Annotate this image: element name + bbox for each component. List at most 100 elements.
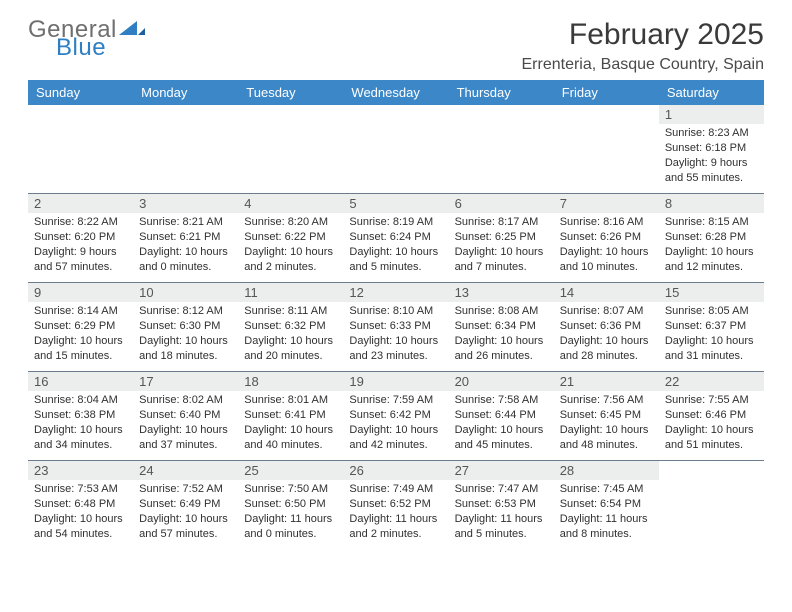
day-cell: 7Sunrise: 8:16 AMSunset: 6:26 PMDaylight… xyxy=(554,194,659,282)
day-cell-empty xyxy=(238,105,343,193)
day-cell: 20Sunrise: 7:58 AMSunset: 6:44 PMDayligh… xyxy=(449,372,554,460)
daylight-text: Daylight: 10 hours and 12 minutes. xyxy=(665,245,758,275)
day-cell: 8Sunrise: 8:15 AMSunset: 6:28 PMDaylight… xyxy=(659,194,764,282)
day-cell: 15Sunrise: 8:05 AMSunset: 6:37 PMDayligh… xyxy=(659,283,764,371)
day-cell: 25Sunrise: 7:50 AMSunset: 6:50 PMDayligh… xyxy=(238,461,343,549)
day-details: Sunrise: 8:04 AMSunset: 6:38 PMDaylight:… xyxy=(28,391,133,456)
day-cell-empty xyxy=(133,105,238,193)
title-block: February 2025 Errenteria, Basque Country… xyxy=(522,18,765,74)
week-row: 2Sunrise: 8:22 AMSunset: 6:20 PMDaylight… xyxy=(28,193,764,282)
day-cell: 2Sunrise: 8:22 AMSunset: 6:20 PMDaylight… xyxy=(28,194,133,282)
sunrise-text: Sunrise: 8:05 AM xyxy=(665,304,758,319)
day-cell: 5Sunrise: 8:19 AMSunset: 6:24 PMDaylight… xyxy=(343,194,448,282)
calendar-page: General Blue February 2025 Errenteria, B… xyxy=(0,0,792,559)
sunrise-text: Sunrise: 7:45 AM xyxy=(560,482,653,497)
day-number: 2 xyxy=(28,194,133,213)
daylight-text: Daylight: 10 hours and 37 minutes. xyxy=(139,423,232,453)
day-details: Sunrise: 8:15 AMSunset: 6:28 PMDaylight:… xyxy=(659,213,764,278)
day-details: Sunrise: 8:20 AMSunset: 6:22 PMDaylight:… xyxy=(238,213,343,278)
day-cell: 16Sunrise: 8:04 AMSunset: 6:38 PMDayligh… xyxy=(28,372,133,460)
day-number xyxy=(659,461,764,465)
daylight-text: Daylight: 10 hours and 26 minutes. xyxy=(455,334,548,364)
day-number: 28 xyxy=(554,461,659,480)
day-cell-empty xyxy=(343,105,448,193)
day-details: Sunrise: 7:47 AMSunset: 6:53 PMDaylight:… xyxy=(449,480,554,545)
day-details: Sunrise: 7:58 AMSunset: 6:44 PMDaylight:… xyxy=(449,391,554,456)
day-number: 1 xyxy=(659,105,764,124)
sunrise-text: Sunrise: 8:01 AM xyxy=(244,393,337,408)
sunrise-text: Sunrise: 8:23 AM xyxy=(665,126,758,141)
daylight-text: Daylight: 10 hours and 45 minutes. xyxy=(455,423,548,453)
daylight-text: Daylight: 10 hours and 31 minutes. xyxy=(665,334,758,364)
day-details: Sunrise: 7:55 AMSunset: 6:46 PMDaylight:… xyxy=(659,391,764,456)
day-details: Sunrise: 7:50 AMSunset: 6:50 PMDaylight:… xyxy=(238,480,343,545)
sunset-text: Sunset: 6:53 PM xyxy=(455,497,548,512)
day-details: Sunrise: 8:10 AMSunset: 6:33 PMDaylight:… xyxy=(343,302,448,367)
day-number: 5 xyxy=(343,194,448,213)
sunrise-text: Sunrise: 8:17 AM xyxy=(455,215,548,230)
day-cell: 6Sunrise: 8:17 AMSunset: 6:25 PMDaylight… xyxy=(449,194,554,282)
day-details: Sunrise: 8:08 AMSunset: 6:34 PMDaylight:… xyxy=(449,302,554,367)
weekday-header: Sunday xyxy=(28,80,133,105)
sunset-text: Sunset: 6:34 PM xyxy=(455,319,548,334)
sunset-text: Sunset: 6:25 PM xyxy=(455,230,548,245)
daylight-text: Daylight: 10 hours and 23 minutes. xyxy=(349,334,442,364)
day-number: 20 xyxy=(449,372,554,391)
sunrise-text: Sunrise: 8:08 AM xyxy=(455,304,548,319)
sunset-text: Sunset: 6:38 PM xyxy=(34,408,127,423)
weekday-header-row: Sunday Monday Tuesday Wednesday Thursday… xyxy=(28,80,764,105)
day-cell-empty xyxy=(449,105,554,193)
sunrise-text: Sunrise: 8:12 AM xyxy=(139,304,232,319)
sunset-text: Sunset: 6:33 PM xyxy=(349,319,442,334)
day-cell: 1Sunrise: 8:23 AMSunset: 6:18 PMDaylight… xyxy=(659,105,764,193)
daylight-text: Daylight: 10 hours and 51 minutes. xyxy=(665,423,758,453)
day-number: 13 xyxy=(449,283,554,302)
sunrise-text: Sunrise: 8:22 AM xyxy=(34,215,127,230)
daylight-text: Daylight: 10 hours and 18 minutes. xyxy=(139,334,232,364)
day-number: 24 xyxy=(133,461,238,480)
sunset-text: Sunset: 6:28 PM xyxy=(665,230,758,245)
sunrise-text: Sunrise: 8:16 AM xyxy=(560,215,653,230)
day-cell: 13Sunrise: 8:08 AMSunset: 6:34 PMDayligh… xyxy=(449,283,554,371)
sunrise-text: Sunrise: 7:55 AM xyxy=(665,393,758,408)
day-number: 16 xyxy=(28,372,133,391)
day-number: 7 xyxy=(554,194,659,213)
daylight-text: Daylight: 10 hours and 34 minutes. xyxy=(34,423,127,453)
calendar-grid: Sunday Monday Tuesday Wednesday Thursday… xyxy=(28,80,764,549)
sunset-text: Sunset: 6:50 PM xyxy=(244,497,337,512)
sunrise-text: Sunrise: 8:04 AM xyxy=(34,393,127,408)
sunset-text: Sunset: 6:22 PM xyxy=(244,230,337,245)
day-details: Sunrise: 7:56 AMSunset: 6:45 PMDaylight:… xyxy=(554,391,659,456)
daylight-text: Daylight: 9 hours and 57 minutes. xyxy=(34,245,127,275)
day-cell: 14Sunrise: 8:07 AMSunset: 6:36 PMDayligh… xyxy=(554,283,659,371)
sunrise-text: Sunrise: 7:49 AM xyxy=(349,482,442,497)
sunrise-text: Sunrise: 7:47 AM xyxy=(455,482,548,497)
daylight-text: Daylight: 11 hours and 0 minutes. xyxy=(244,512,337,542)
daylight-text: Daylight: 10 hours and 57 minutes. xyxy=(139,512,232,542)
weeks-container: 1Sunrise: 8:23 AMSunset: 6:18 PMDaylight… xyxy=(28,105,764,549)
daylight-text: Daylight: 10 hours and 40 minutes. xyxy=(244,423,337,453)
day-details: Sunrise: 8:05 AMSunset: 6:37 PMDaylight:… xyxy=(659,302,764,367)
day-details: Sunrise: 8:17 AMSunset: 6:25 PMDaylight:… xyxy=(449,213,554,278)
day-number: 21 xyxy=(554,372,659,391)
day-number: 26 xyxy=(343,461,448,480)
day-cell: 22Sunrise: 7:55 AMSunset: 6:46 PMDayligh… xyxy=(659,372,764,460)
sunset-text: Sunset: 6:29 PM xyxy=(34,319,127,334)
day-details: Sunrise: 7:49 AMSunset: 6:52 PMDaylight:… xyxy=(343,480,448,545)
day-number: 3 xyxy=(133,194,238,213)
day-cell: 4Sunrise: 8:20 AMSunset: 6:22 PMDaylight… xyxy=(238,194,343,282)
week-row: 9Sunrise: 8:14 AMSunset: 6:29 PMDaylight… xyxy=(28,282,764,371)
day-details: Sunrise: 8:22 AMSunset: 6:20 PMDaylight:… xyxy=(28,213,133,278)
sunrise-text: Sunrise: 8:21 AM xyxy=(139,215,232,230)
day-cell: 11Sunrise: 8:11 AMSunset: 6:32 PMDayligh… xyxy=(238,283,343,371)
daylight-text: Daylight: 10 hours and 20 minutes. xyxy=(244,334,337,364)
day-number: 8 xyxy=(659,194,764,213)
day-number xyxy=(449,105,554,109)
day-details: Sunrise: 7:59 AMSunset: 6:42 PMDaylight:… xyxy=(343,391,448,456)
day-cell: 10Sunrise: 8:12 AMSunset: 6:30 PMDayligh… xyxy=(133,283,238,371)
day-number xyxy=(554,105,659,109)
day-number: 15 xyxy=(659,283,764,302)
daylight-text: Daylight: 10 hours and 42 minutes. xyxy=(349,423,442,453)
sunset-text: Sunset: 6:48 PM xyxy=(34,497,127,512)
day-number: 18 xyxy=(238,372,343,391)
